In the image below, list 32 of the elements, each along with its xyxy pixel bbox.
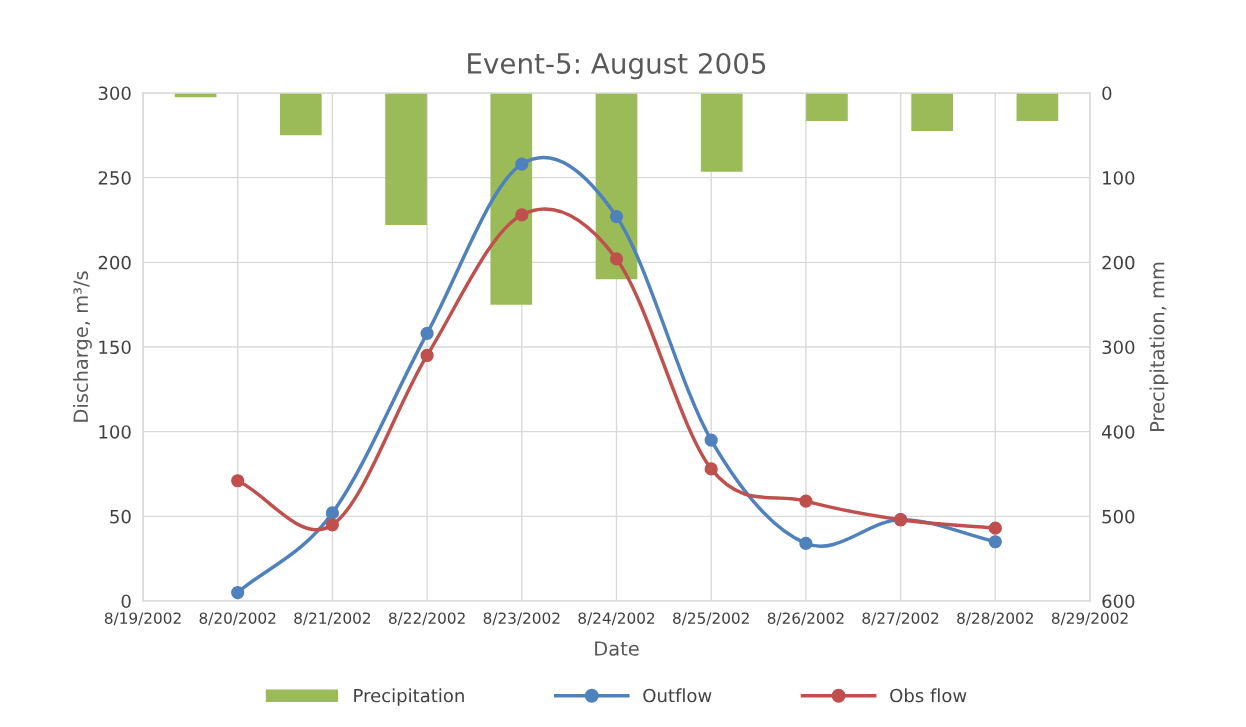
x-tick-label: 8/19/2002: [104, 612, 181, 626]
y-tick-label: 200: [98, 255, 131, 270]
y-tick-label: 300: [98, 86, 131, 101]
x-tick-label: 8/28/2002: [957, 612, 1033, 626]
y2-tick-label: 100: [1103, 171, 1135, 185]
x-axis-title: Date: [595, 641, 639, 656]
x-tick-label: 8/26/2002: [767, 612, 844, 626]
legend-label: Obs flow: [890, 688, 967, 703]
y-axis-title: Discharge, m³/s: [73, 271, 92, 422]
y-tick-label: 0: [121, 594, 131, 609]
legend-label: Precipitation: [354, 688, 464, 706]
y2-tick-label: 300: [1102, 340, 1135, 355]
x-tick-label: 8/24/2002: [578, 612, 655, 626]
y2-tick-label: 500: [1102, 509, 1135, 524]
y-tick-label: 50: [110, 509, 131, 524]
x-tick-label: 8/22/2002: [388, 612, 465, 626]
y2-axis-title: Precipitation, mm: [1149, 262, 1169, 431]
y2-tick-label: 400: [1101, 425, 1135, 439]
y2-tick-label: 0: [1102, 86, 1112, 101]
x-tick-label: 8/23/2002: [483, 612, 560, 626]
y-tick-label: 250: [98, 171, 131, 185]
x-tick-label: 8/27/2002: [862, 612, 939, 626]
y-tick-label: 100: [99, 425, 131, 439]
x-tick-label: 8/25/2002: [673, 612, 749, 626]
y-tick-label: 150: [99, 340, 131, 355]
y2-tick-label: 200: [1102, 255, 1135, 270]
chart-title: Event-5: August 2005: [468, 52, 766, 80]
x-tick-label: 8/21/2002: [294, 612, 371, 626]
x-tick-label: 8/20/2002: [199, 612, 276, 626]
x-tick-label: 8/29/2002: [1051, 612, 1128, 626]
y2-tick-label: 600: [1102, 594, 1135, 609]
legend-label: Outflow: [643, 688, 712, 703]
